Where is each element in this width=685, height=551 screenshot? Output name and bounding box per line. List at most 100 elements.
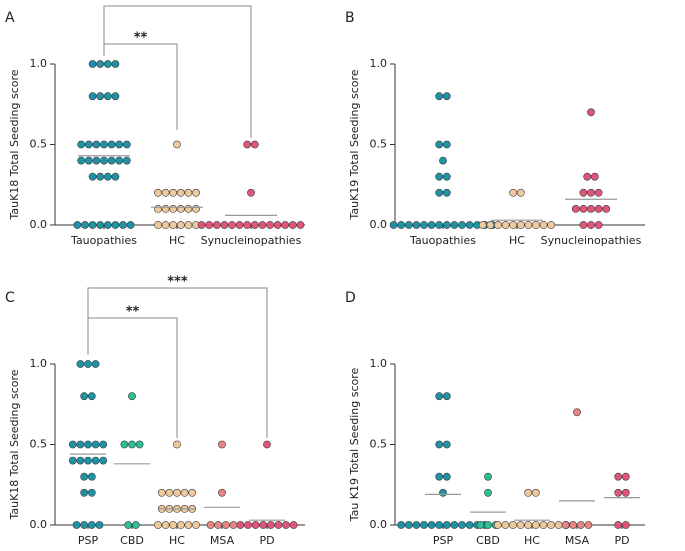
data-point (435, 440, 444, 449)
data-point (80, 392, 89, 401)
y-axis-label: Tau K19 Total Seeding score (348, 367, 361, 522)
data-point (404, 221, 413, 229)
data-point (435, 472, 444, 481)
data-point (88, 60, 97, 68)
y-axis-label: TauK18 Total Seeding score (8, 69, 21, 220)
data-point (184, 521, 193, 529)
data-point (621, 472, 630, 481)
data-point (501, 521, 510, 529)
data-point (274, 521, 283, 529)
data-point (614, 521, 623, 529)
data-point (412, 221, 421, 229)
data-point (128, 392, 136, 401)
x-tick-label: PD (259, 534, 274, 547)
x-tick-label: HC (169, 234, 185, 247)
data-point (266, 221, 274, 229)
data-point (192, 521, 200, 529)
y-tick-label: 0.5 (30, 438, 48, 451)
panel-label: D (345, 290, 356, 306)
x-tick-label: MSA (210, 534, 235, 547)
data-point (99, 456, 108, 465)
data-point (107, 140, 116, 149)
x-tick-label: Synucleinopathies (541, 234, 642, 247)
data-point (587, 188, 595, 197)
data-point (88, 92, 97, 101)
data-point (547, 521, 555, 529)
x-tick-label: HC (524, 534, 540, 547)
data-point (531, 521, 540, 529)
data-point (583, 172, 592, 181)
data-point (88, 172, 97, 181)
data-point (169, 188, 178, 197)
y-tick-label: 0.5 (370, 438, 388, 451)
data-point (412, 521, 421, 529)
data-point (587, 221, 595, 229)
data-point (124, 521, 133, 529)
data-point (442, 392, 451, 401)
data-point (561, 521, 570, 529)
y-tick-label: 0.0 (370, 518, 388, 531)
data-point (80, 472, 89, 481)
data-point (442, 140, 451, 149)
x-tick-label: Synucleinopathies (201, 234, 302, 247)
data-point (80, 488, 89, 497)
data-point (614, 488, 623, 497)
data-point (288, 221, 297, 229)
data-point (157, 488, 166, 497)
data-point (119, 221, 127, 229)
data-point (100, 156, 108, 165)
data-point (289, 521, 298, 529)
data-point (247, 188, 255, 197)
x-tick-label: CBD (120, 534, 144, 547)
significance-label: *** (167, 275, 188, 290)
data-point (465, 221, 474, 229)
data-point (205, 221, 214, 229)
data-point (524, 488, 533, 497)
data-point (218, 440, 226, 449)
data-point (92, 140, 101, 149)
panel-label: C (5, 290, 15, 306)
data-point (501, 221, 510, 229)
data-point (135, 440, 144, 449)
data-point (103, 172, 112, 181)
data-point (587, 108, 595, 117)
y-tick-label: 1.0 (30, 357, 48, 370)
data-point (427, 521, 436, 529)
y-tick-label: 1.0 (30, 57, 48, 70)
x-tick-label: Tauopathies (70, 234, 137, 247)
data-point (76, 440, 85, 449)
data-point (532, 221, 540, 229)
data-point (579, 204, 588, 213)
data-point (494, 221, 502, 229)
data-point (173, 488, 181, 497)
y-tick-label: 1.0 (370, 57, 388, 70)
data-point (95, 521, 104, 529)
data-point (442, 472, 451, 481)
data-point (621, 488, 630, 497)
data-point (115, 140, 124, 149)
data-point (404, 521, 413, 529)
data-point (173, 140, 181, 149)
data-point (547, 221, 556, 229)
data-point (524, 221, 533, 229)
data-point (259, 521, 268, 529)
significance-bracket (87, 317, 178, 438)
data-point (154, 204, 162, 213)
data-point (161, 221, 170, 229)
data-point (103, 60, 112, 68)
y-axis-label: TauK18 Total Seeding score (8, 369, 21, 520)
data-point (243, 221, 252, 229)
data-point (594, 204, 603, 213)
data-point (68, 456, 77, 465)
x-tick-label: HC (509, 234, 525, 247)
data-point (176, 521, 185, 529)
data-point (516, 521, 525, 529)
data-point (266, 521, 275, 529)
data-point (539, 221, 548, 229)
data-point (435, 92, 444, 101)
data-point (120, 440, 129, 449)
data-point (161, 188, 170, 197)
data-point (76, 456, 85, 465)
x-tick-label: PD (614, 534, 629, 547)
panel-label: B (345, 10, 355, 26)
